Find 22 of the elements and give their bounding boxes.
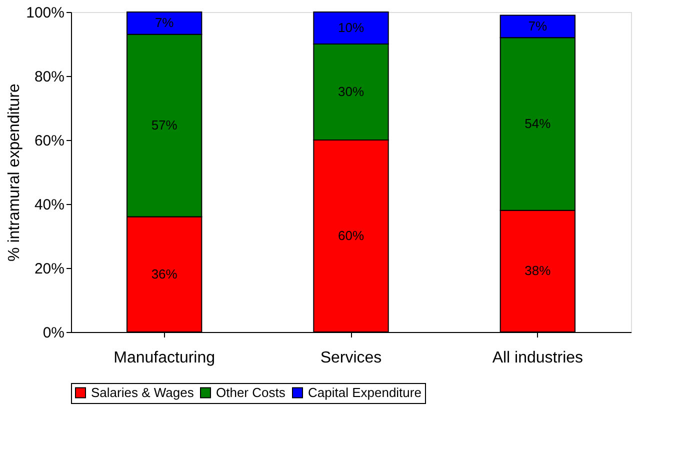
data-label: 10% bbox=[338, 20, 364, 35]
x-tick-label: All industries bbox=[492, 350, 584, 366]
y-tick-label: 40% bbox=[34, 196, 64, 214]
data-label: 54% bbox=[524, 116, 552, 131]
data-label: 36% bbox=[151, 266, 178, 282]
y-tick-label: 60% bbox=[34, 132, 64, 150]
data-label: 60% bbox=[338, 228, 364, 243]
data-label: 7% bbox=[154, 15, 174, 30]
x-tick-label: Services bbox=[320, 350, 382, 366]
data-label: 38% bbox=[524, 263, 552, 278]
legend-label: Capital Expenditure bbox=[308, 384, 422, 400]
legend-label: Salaries & Wages bbox=[91, 384, 194, 400]
data-label: 57% bbox=[151, 118, 178, 133]
data-label: 7% bbox=[528, 18, 548, 34]
data-label: 30% bbox=[338, 84, 364, 99]
y-tick-label: 0% bbox=[42, 324, 64, 342]
y-axis-title: % intramural expenditure bbox=[6, 83, 24, 262]
y-tick-label: 80% bbox=[34, 68, 64, 86]
x-tick-label: Manufacturing bbox=[114, 350, 216, 366]
legend-label: Other Costs bbox=[216, 384, 286, 400]
y-tick-label: 100% bbox=[26, 4, 64, 22]
y-tick-label: 20% bbox=[34, 260, 64, 278]
